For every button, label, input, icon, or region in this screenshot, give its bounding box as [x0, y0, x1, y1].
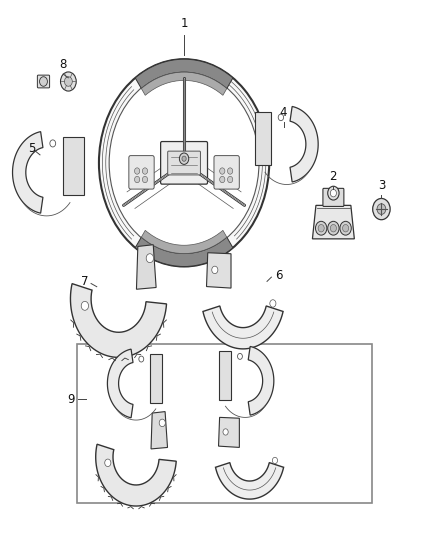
FancyBboxPatch shape [214, 156, 239, 189]
Circle shape [373, 198, 390, 220]
Polygon shape [96, 444, 176, 506]
Circle shape [60, 72, 76, 91]
Text: 2: 2 [329, 169, 336, 182]
Polygon shape [150, 354, 162, 402]
Circle shape [105, 459, 111, 466]
Polygon shape [151, 411, 167, 449]
Polygon shape [137, 245, 156, 289]
Wedge shape [141, 230, 227, 254]
Text: 7: 7 [81, 275, 88, 288]
Circle shape [159, 419, 165, 426]
Circle shape [99, 59, 269, 266]
Circle shape [343, 224, 349, 232]
FancyBboxPatch shape [129, 156, 154, 189]
Wedge shape [135, 237, 233, 266]
Circle shape [39, 77, 47, 86]
Polygon shape [255, 111, 271, 165]
Text: 3: 3 [378, 179, 385, 191]
Circle shape [109, 71, 259, 254]
Text: 1: 1 [180, 17, 188, 30]
Polygon shape [290, 107, 318, 182]
Circle shape [134, 176, 140, 183]
Polygon shape [219, 351, 231, 400]
Circle shape [64, 77, 72, 86]
Circle shape [182, 156, 186, 161]
Circle shape [219, 176, 225, 183]
Circle shape [340, 221, 351, 235]
Circle shape [328, 186, 339, 200]
Wedge shape [141, 72, 227, 95]
FancyBboxPatch shape [161, 142, 208, 184]
Polygon shape [215, 463, 284, 499]
Circle shape [227, 168, 233, 174]
Circle shape [142, 168, 148, 174]
Circle shape [330, 224, 336, 232]
Circle shape [180, 153, 189, 164]
Circle shape [328, 221, 339, 235]
Text: 5: 5 [28, 142, 36, 155]
Polygon shape [63, 137, 84, 195]
Text: 4: 4 [280, 106, 287, 119]
FancyBboxPatch shape [37, 75, 49, 88]
Circle shape [315, 221, 327, 235]
Circle shape [278, 114, 283, 120]
Text: 6: 6 [275, 269, 283, 281]
Circle shape [134, 168, 140, 174]
Bar [77, 344, 372, 503]
Polygon shape [71, 284, 166, 358]
Circle shape [139, 356, 144, 362]
Circle shape [81, 301, 88, 310]
Circle shape [227, 176, 233, 183]
Circle shape [50, 140, 56, 147]
Circle shape [223, 429, 228, 435]
Circle shape [142, 176, 148, 183]
Polygon shape [248, 346, 274, 415]
Circle shape [212, 266, 218, 273]
Polygon shape [13, 132, 43, 213]
Circle shape [146, 254, 154, 263]
Circle shape [318, 224, 324, 232]
FancyBboxPatch shape [168, 151, 201, 175]
Circle shape [219, 168, 225, 174]
Circle shape [272, 457, 278, 464]
Text: 9: 9 [67, 393, 75, 406]
Text: 8: 8 [60, 58, 67, 71]
Circle shape [377, 204, 386, 214]
Polygon shape [206, 253, 231, 288]
FancyBboxPatch shape [323, 188, 344, 206]
Polygon shape [219, 417, 239, 447]
Polygon shape [203, 306, 283, 349]
Circle shape [330, 189, 336, 197]
Polygon shape [312, 205, 354, 239]
Circle shape [270, 300, 276, 307]
Wedge shape [135, 59, 233, 88]
Circle shape [237, 353, 242, 359]
Polygon shape [107, 349, 133, 418]
